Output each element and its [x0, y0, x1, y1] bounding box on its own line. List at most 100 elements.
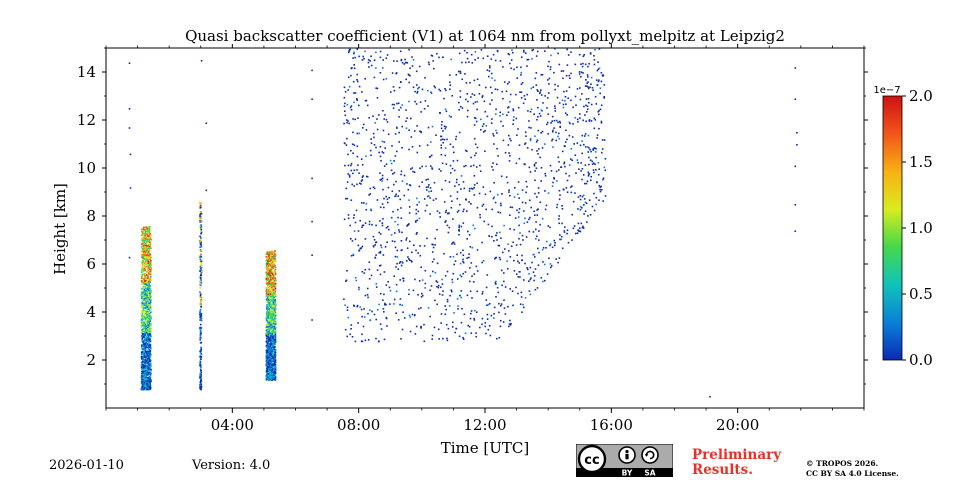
noise-pixel: [420, 327, 422, 329]
profile-pixel: [142, 246, 145, 248]
profile-pixel: [147, 336, 150, 338]
profile-pixel: [141, 228, 143, 231]
noise-pixel: [352, 131, 354, 134]
profile-pixel: [142, 227, 145, 230]
noise-pixel: [550, 170, 553, 172]
noise-pixel: [391, 72, 394, 74]
noise-pixel: [416, 204, 418, 206]
noise-pixel: [551, 115, 554, 118]
noise-pixel: [580, 63, 582, 65]
profile-pixel: [270, 367, 272, 369]
noise-pixel: [493, 240, 495, 242]
noise-pixel: [510, 245, 513, 247]
profile-pixel: [269, 349, 272, 352]
profile-pixel: [149, 365, 151, 368]
noise-pixel: [541, 73, 544, 76]
noise-pixel: [498, 311, 500, 314]
noise-pixel: [535, 238, 537, 240]
noise-pixel: [347, 89, 349, 91]
profile-pixel: [147, 289, 150, 292]
profile-pixel: [271, 328, 273, 330]
noise-pixel: [380, 178, 383, 180]
noise-pixel: [519, 243, 522, 246]
noise-pixel: [493, 317, 495, 319]
profile-pixel: [142, 387, 144, 389]
noise-pixel: [489, 86, 492, 89]
noise-pixel: [552, 146, 554, 148]
noise-pixel: [430, 285, 433, 287]
profile-pixel: [271, 353, 273, 355]
noise-pixel: [397, 319, 400, 321]
profile-pixel: [148, 230, 150, 232]
noise-pixel: [548, 257, 550, 260]
noise-pixel: [587, 81, 589, 83]
noise-pixel: [362, 325, 365, 328]
noise-pixel: [593, 59, 596, 61]
noise-pixel: [509, 93, 512, 96]
noise-pixel: [465, 61, 467, 64]
profile-pixel: [199, 372, 202, 375]
profile-pixel: [140, 271, 143, 274]
noise-pixel: [453, 263, 455, 266]
profile-pixel: [140, 366, 143, 369]
noise-pixel: [412, 170, 414, 173]
profile-pixel: [199, 298, 202, 301]
noise-pixel: [502, 66, 504, 68]
noise-pixel: [391, 145, 393, 147]
noise-pixel: [383, 118, 385, 120]
blip-pixel: [311, 69, 313, 72]
profile-pixel: [274, 277, 277, 279]
profile-pixel: [268, 307, 270, 310]
noise-pixel: [458, 109, 460, 111]
noise-pixel: [549, 164, 552, 167]
profile-pixel: [270, 278, 272, 281]
profile-pixel: [272, 308, 275, 310]
noise-pixel: [549, 68, 552, 71]
profile-pixel: [148, 346, 150, 348]
noise-pixel: [571, 213, 573, 216]
profile-pixel: [268, 329, 271, 332]
noise-pixel: [466, 238, 468, 240]
profile-pixel: [145, 366, 148, 369]
profile-pixel: [145, 304, 148, 307]
noise-pixel: [414, 221, 417, 223]
profile-pixel: [146, 378, 148, 380]
noise-pixel: [558, 222, 560, 225]
noise-pixel: [358, 55, 360, 58]
noise-pixel: [504, 151, 507, 154]
noise-pixel: [507, 53, 510, 55]
noise-pixel: [444, 154, 447, 157]
profile-pixel: [141, 373, 143, 375]
noise-pixel: [556, 180, 558, 182]
profile-pixel: [149, 246, 151, 249]
noise-pixel: [472, 224, 475, 227]
noise-pixel: [604, 158, 607, 160]
profile-pixel: [148, 263, 151, 265]
noise-pixel: [486, 69, 489, 71]
noise-pixel: [381, 177, 384, 180]
noise-pixel: [488, 70, 491, 72]
profile-pixel: [144, 335, 146, 337]
profile-pixel: [144, 276, 146, 278]
profile-pixel: [148, 240, 150, 242]
noise-pixel: [416, 197, 418, 200]
profile-pixel: [199, 249, 202, 251]
noise-pixel: [401, 304, 403, 306]
profile-pixel: [269, 353, 271, 355]
profile-pixel: [266, 331, 268, 333]
profile-pixel: [141, 251, 143, 254]
noise-pixel: [474, 227, 476, 230]
noise-pixel: [473, 319, 476, 321]
noise-pixel: [358, 85, 361, 88]
noise-pixel: [447, 327, 450, 330]
noise-pixel: [353, 101, 355, 104]
noise-pixel: [458, 229, 460, 232]
noise-pixel: [368, 268, 371, 271]
noise-pixel: [356, 304, 359, 307]
profile-pixel: [267, 375, 269, 378]
profile-pixel: [141, 306, 143, 309]
profile-pixel: [142, 383, 144, 385]
profile-pixel: [273, 322, 275, 325]
profile-pixel: [143, 298, 146, 301]
noise-pixel: [510, 59, 513, 61]
